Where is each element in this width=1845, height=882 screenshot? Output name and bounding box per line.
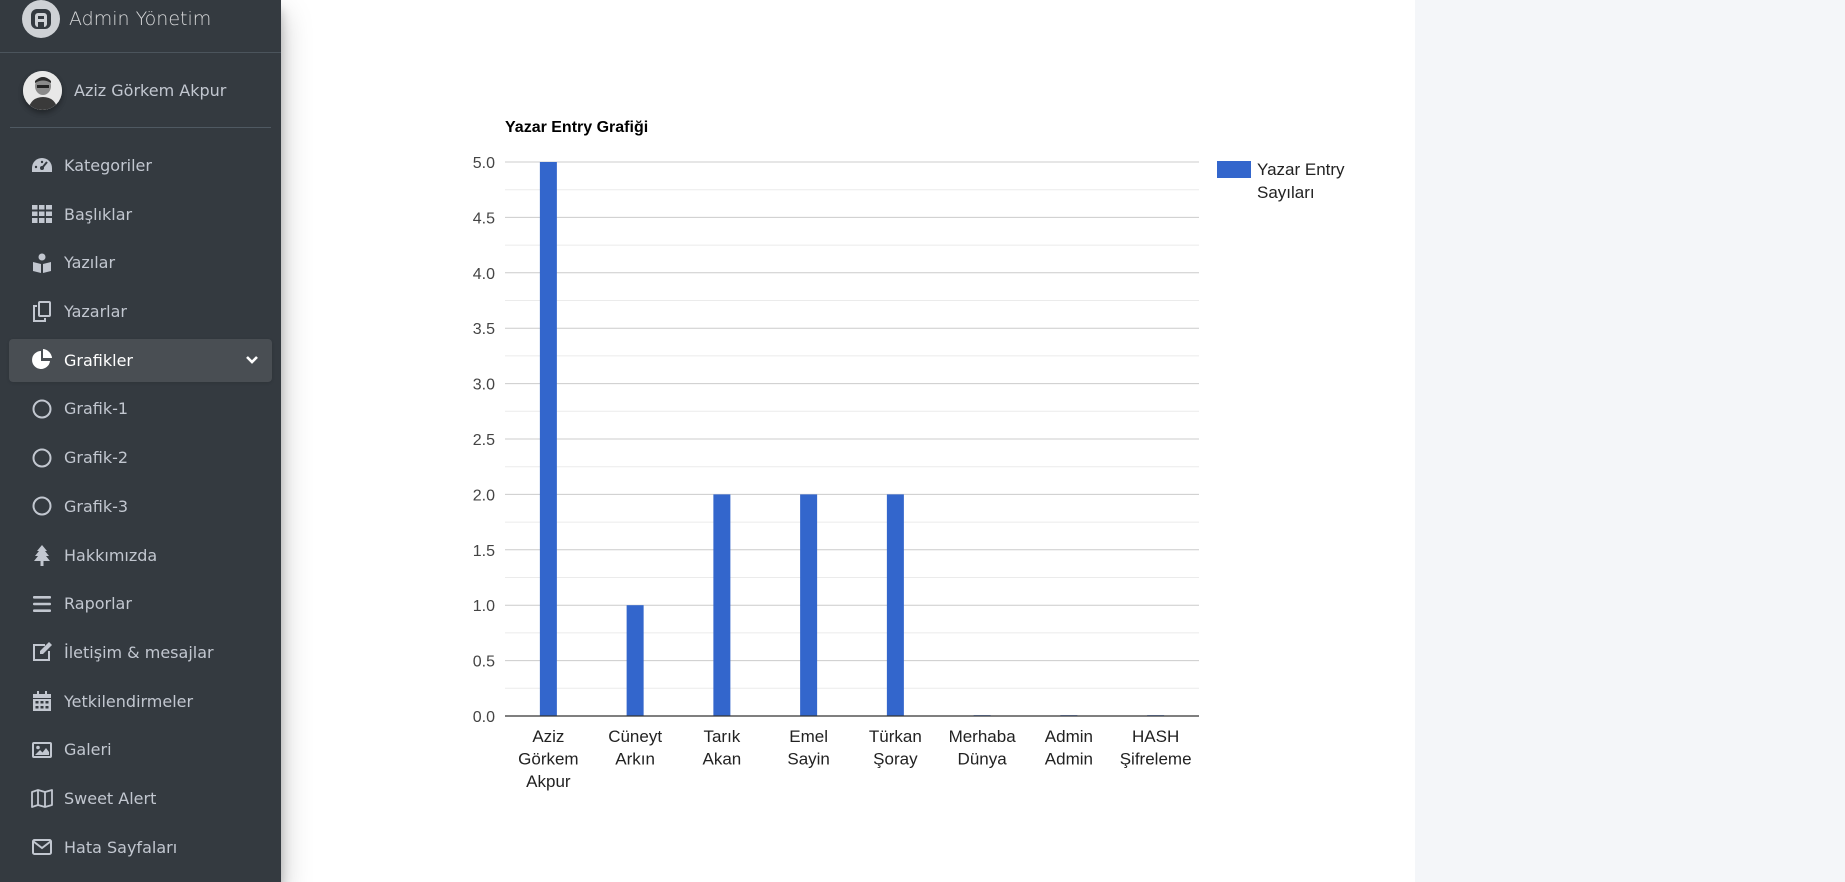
sidebar-item-label: Yazılar (64, 253, 116, 273)
user-panel[interactable]: Aziz Görkem Akpur (10, 53, 271, 128)
envelope-icon (31, 836, 53, 858)
y-tick-label: 2.5 (473, 432, 495, 449)
bars-icon (31, 593, 53, 615)
x-tick-label: Merhaba Dünya (949, 727, 1017, 769)
sidebar-item-label: Hata Sayfaları (64, 837, 178, 857)
brand-link[interactable]: Admin Yönetim (0, 0, 281, 53)
y-tick-label: 4.0 (473, 266, 495, 283)
bar (539, 162, 557, 716)
sidebar-item-label: Galeri (64, 740, 112, 760)
tachometer-icon (31, 155, 53, 177)
legend-label: Yazar Entry Sayıları (1257, 160, 1345, 202)
sidebar-item-iletisim[interactable]: İletişim & mesajlar (9, 631, 272, 674)
y-tick-label: 5.0 (473, 155, 495, 172)
legend-swatch (1217, 161, 1251, 178)
bar (886, 494, 904, 716)
sidebar-item-grafik-3[interactable]: Grafik-3 (9, 485, 272, 528)
sidebar-item-galeri[interactable]: Galeri (9, 728, 272, 771)
book-reader-icon (31, 252, 53, 274)
sidebar-item-hakkimizda[interactable]: Hakkımızda (9, 534, 272, 577)
x-tick-label: Tarık Akan (703, 727, 742, 769)
sidebar-item-label: Hakkımızda (64, 545, 158, 565)
y-tick-label: 1.5 (473, 543, 495, 560)
tree-icon (31, 544, 53, 566)
bar (800, 494, 818, 716)
brand-title: Admin Yönetim (69, 8, 212, 30)
sidebar-item-grafikler[interactable]: Grafikler (9, 338, 272, 382)
bar (626, 605, 644, 716)
circle-icon (31, 398, 53, 420)
main-content: Yazar Entry Grafiği 0.0 0.5 1.0 1.5 2.0 2.5 3.0… (281, 0, 1415, 882)
image-icon (31, 739, 53, 761)
bar (713, 494, 731, 716)
x-tick-label: Emel Sayin (787, 727, 830, 769)
calendar-icon (31, 690, 53, 712)
user-name: Aziz Görkem Akpur (74, 80, 227, 100)
sidebar-item-label: Grafikler (64, 350, 133, 370)
sidebar-item-label: Kategoriler (64, 156, 152, 175)
x-tick-label: Admin Admin (1045, 727, 1093, 769)
sidebar-item-yetkilendirmeler[interactable]: Yetkilendirmeler (9, 680, 272, 723)
sidebar-item-label: Grafik-3 (64, 496, 129, 516)
bar-chart: Yazar Entry Grafiği 0.0 0.5 1.0 1.5 2.0 2.5 3.0… (473, 119, 1345, 791)
sidebar-item-label: Grafik-1 (64, 399, 129, 419)
sidebar-item-label: Başlıklar (64, 204, 133, 224)
y-tick-label: 1.0 (473, 598, 495, 615)
sidebar-item-label: Yazarlar (64, 302, 127, 322)
pie-chart-icon (31, 349, 53, 371)
map-icon (31, 787, 53, 809)
sidebar-item-label: İletişim & mesajlar (64, 642, 214, 662)
y-tick-label: 3.0 (473, 377, 495, 394)
sidebar-item-yazilar[interactable]: Yazılar (9, 241, 272, 284)
y-tick-label: 4.5 (473, 210, 495, 227)
sidebar-nav: Kategoriler Başlıklar Yazılar Yazarlar G… (9, 144, 272, 874)
edit-icon (31, 641, 53, 663)
circle-icon (31, 495, 53, 517)
y-tick-label: 2.0 (473, 487, 495, 504)
sidebar-item-grafik-2[interactable]: Grafik-2 (9, 436, 272, 479)
circle-icon (31, 447, 53, 469)
y-tick-label: 3.5 (473, 321, 495, 338)
sidebar-item-label: Yetkilendirmeler (64, 691, 194, 711)
chart-title: Yazar Entry Grafiği (505, 119, 648, 136)
sidebar-item-hata-sayfalari[interactable]: Hata Sayfaları (9, 826, 272, 869)
sidebar-item-label: Sweet Alert (64, 788, 157, 808)
copy-icon (31, 301, 53, 323)
sidebar-item-basliklar[interactable]: Başlıklar (9, 193, 272, 236)
x-tick-label: Türkan Şoray (869, 727, 922, 769)
sidebar-item-raporlar[interactable]: Raporlar (9, 582, 272, 625)
sidebar-item-grafik-1[interactable]: Grafik-1 (9, 387, 272, 430)
x-tick-label: Aziz Görkem Akpur (518, 727, 578, 791)
sidebar-item-label: Grafik-2 (64, 448, 129, 468)
chevron-down-icon (245, 352, 259, 366)
x-tick-label: Cüneyt Arkın (608, 727, 662, 769)
sidebar-item-label: Raporlar (64, 594, 132, 614)
sidebar: Admin Yönetim Aziz Görkem Akpur Kategori… (0, 0, 281, 882)
sidebar-item-kategoriler[interactable]: Kategoriler (9, 144, 272, 187)
y-tick-label: 0.0 (473, 709, 495, 726)
x-tick-label: HASH Şifreleme (1120, 727, 1192, 769)
avatar (23, 70, 62, 110)
sidebar-item-sweet-alert[interactable]: Sweet Alert (9, 777, 272, 820)
y-tick-label: 0.5 (473, 654, 495, 671)
sidebar-item-yazarlar[interactable]: Yazarlar (9, 290, 272, 333)
grid-icon (31, 203, 53, 225)
brand-logo-icon (22, 0, 60, 38)
